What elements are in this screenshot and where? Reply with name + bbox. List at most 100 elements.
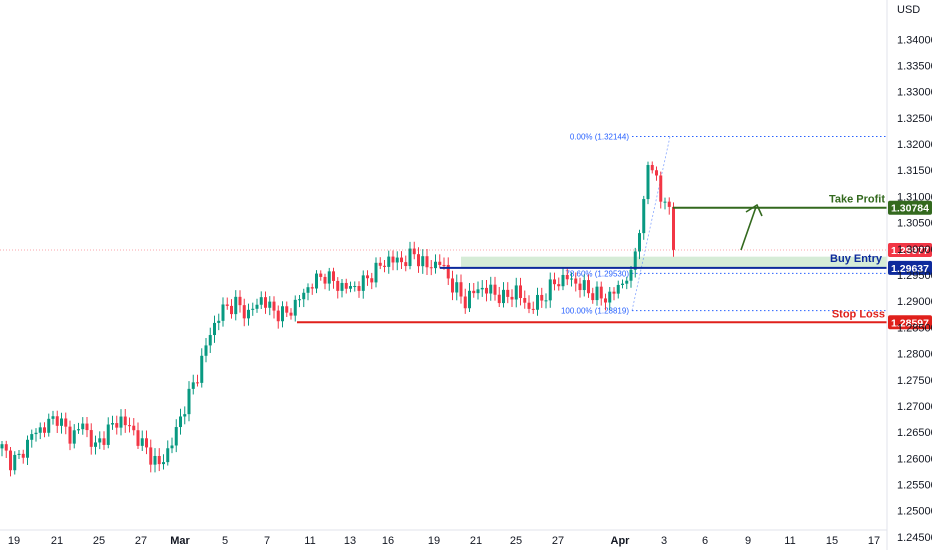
candle [531,301,535,314]
candle-body [225,304,229,306]
candle [204,337,208,363]
currency-label: USD [897,4,920,16]
candle [519,277,522,306]
candle-body [106,424,110,445]
candle-body [540,294,544,301]
candle [162,454,165,470]
candle [213,315,216,343]
candle [272,296,276,319]
candle [13,451,17,475]
candle [145,430,148,455]
candle [217,313,221,331]
candle [527,295,531,314]
candle-body [378,262,382,266]
candle [455,274,459,301]
candle-body [319,273,323,277]
candle-body [68,426,72,444]
candle-body [157,455,161,465]
candle [234,290,238,321]
time-tick-label: Mar [170,535,190,547]
candle-body [306,287,310,293]
candle-body [340,282,344,291]
candle [463,288,467,314]
candle-body [455,282,459,293]
candle-body [451,278,454,293]
candle-body [353,286,357,288]
candle-body [17,453,21,455]
candle [514,277,518,308]
candle-body [429,267,433,269]
candle [480,280,484,297]
price-tick-label: 1.31000 [897,191,932,203]
candle-body [404,262,408,267]
candle-body [55,416,59,426]
candle-body [128,425,131,427]
candle-body [442,264,446,266]
candle-body [272,301,276,311]
candle [417,247,420,273]
candle [21,449,25,464]
candle-body [217,320,221,323]
candle [497,286,501,308]
candle-body [527,302,531,309]
candle-body [421,256,425,267]
candle-body [612,291,616,294]
candle [400,251,403,269]
candle-body [663,201,667,203]
candle-body [672,206,675,250]
stop-loss-price-tag: 1.28597 [888,315,932,330]
candle-body [616,284,620,294]
candle-body [374,262,378,283]
candle-body [417,254,420,267]
candle-body [221,304,225,321]
candle [425,249,429,276]
candle [132,418,136,436]
candle [625,276,629,290]
candle-body [191,382,195,389]
candle [587,274,590,298]
candle-body [476,289,480,294]
candle-body [21,453,25,458]
candle [17,449,21,459]
candle-body [344,282,348,289]
candle-body [238,296,242,306]
candle-body [493,284,497,295]
price-tick-label: 1.27500 [897,375,932,387]
candle [230,299,233,319]
candle [72,424,76,449]
candle [94,435,97,455]
candle [221,297,225,327]
price-tick-label: 1.25500 [897,480,932,492]
candle [238,290,242,313]
candle [332,267,335,289]
candle [9,447,12,477]
stop-loss-price-tag-bg [888,315,932,330]
candle-body [332,271,335,281]
candle-body [183,414,187,417]
candle [599,281,603,306]
candle [582,274,586,297]
candle-body [629,269,633,281]
candle-body [463,296,467,309]
candle-body [506,289,510,297]
candle-body [408,248,412,267]
candle [293,295,297,322]
candle-body [587,280,590,294]
time-tick-label: 5 [222,535,228,547]
candle-body [523,298,527,303]
candle-body [47,418,51,433]
candle-body [531,308,535,310]
candle [591,287,595,304]
candle-body [119,416,123,428]
candle-body [561,274,565,287]
price-tick-label: 1.32500 [897,113,932,125]
candle [89,423,93,455]
candle-body [38,427,42,433]
candle [612,287,616,301]
candle-body [302,292,306,300]
time-tick-label: 27 [552,535,564,547]
candle-body [115,423,119,428]
candle [306,283,310,301]
